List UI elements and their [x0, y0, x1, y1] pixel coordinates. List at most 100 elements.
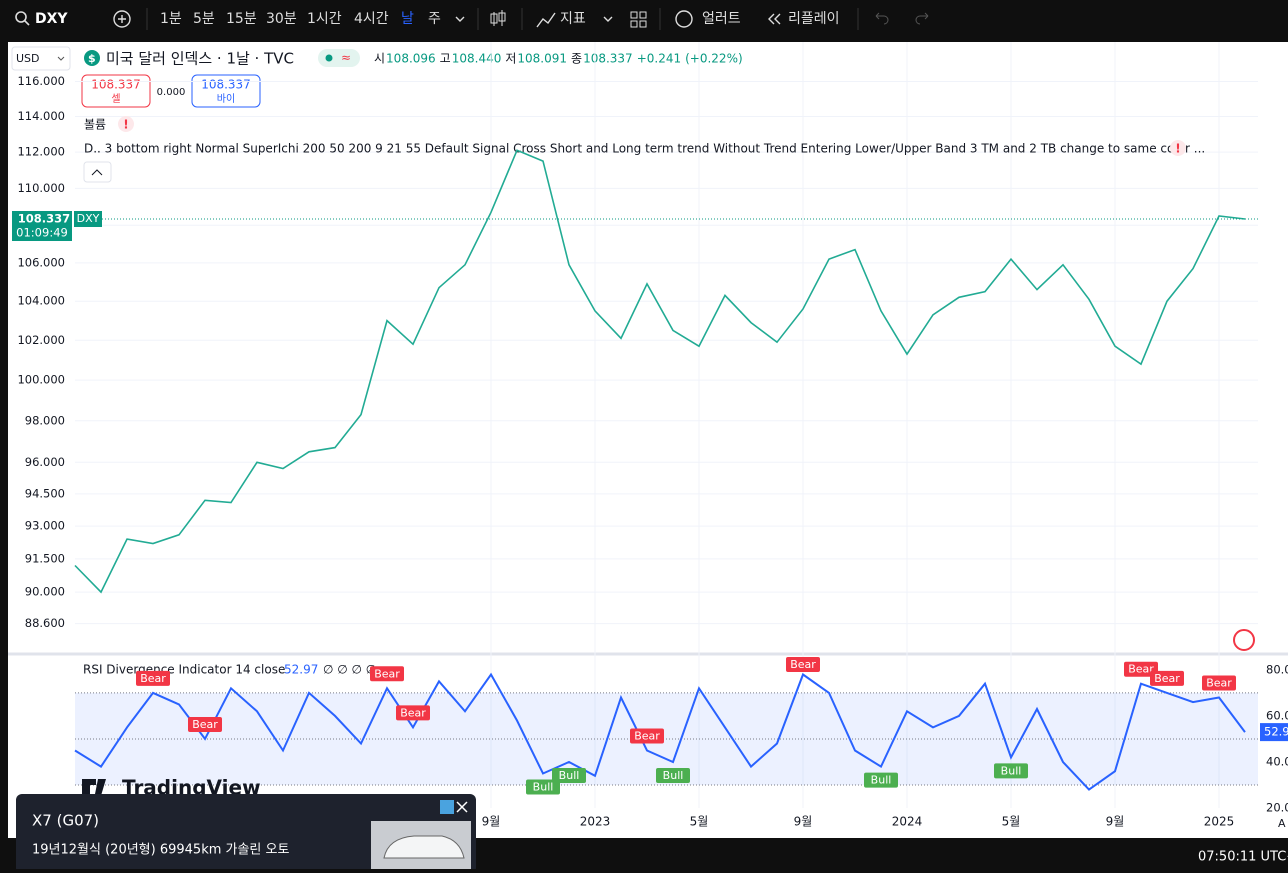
signal-text: Bear	[634, 729, 660, 742]
undo-redo[interactable]	[875, 12, 929, 25]
alert-button[interactable]: 얼러트	[702, 11, 741, 27]
ad-popup[interactable]	[16, 794, 476, 873]
ohlc-key: 종	[571, 52, 582, 66]
y-tick-label: 116.000	[17, 74, 65, 88]
y-tick-label: 80.00	[1266, 662, 1288, 676]
y-tick-label: 100.000	[17, 373, 65, 387]
ohlc-value: 108.440	[452, 52, 502, 66]
y-tick-label: 102.000	[17, 333, 65, 347]
ad-info[interactable]	[440, 800, 454, 814]
rsi-value: 52.97	[284, 663, 318, 677]
ad-title: X7 (G07)	[32, 812, 99, 830]
currency-select[interactable]	[11, 46, 71, 71]
signal-label	[136, 670, 170, 686]
interval-button[interactable]: 날	[401, 11, 414, 27]
rsi-flags: ∅ ∅ ∅ ∅	[323, 663, 376, 677]
y-tick-label: 40.00	[1266, 754, 1288, 768]
signal-label	[1150, 670, 1184, 686]
chart-type-icon[interactable]	[490, 10, 506, 26]
y-tick-label: 93.000	[25, 519, 65, 533]
error-icon[interactable]	[118, 116, 134, 132]
search-icon	[24, 20, 30, 26]
x-tick-label: 9월	[482, 815, 501, 829]
buy-label: 바이	[217, 93, 235, 105]
ohlc-value: 108.091	[517, 52, 567, 66]
rsi-value-badge	[1260, 723, 1288, 742]
interval-button[interactable]: 주	[428, 11, 441, 27]
sell-button[interactable]	[81, 74, 151, 108]
signal-text: Bull	[663, 769, 684, 782]
signal-label	[188, 716, 222, 732]
interval-button[interactable]: 15분	[226, 11, 257, 27]
price-tag	[12, 211, 72, 242]
add-symbol-icon	[118, 15, 126, 23]
signal-text: Bear	[400, 706, 426, 719]
ad-close[interactable]	[456, 801, 468, 813]
ohlc-key: 시	[374, 52, 385, 66]
x-tick-label: 2023	[580, 815, 611, 829]
search-icon[interactable]	[15, 11, 27, 23]
ohlc-key: 고	[440, 52, 451, 66]
indicator-label: D.. 3 bottom right Normal SuperIchi 200 …	[84, 142, 1205, 156]
spread: 0.000	[157, 87, 186, 98]
symbol[interactable]: DXY	[35, 11, 68, 27]
axis-mode[interactable]: A	[1278, 817, 1286, 830]
status-pill	[318, 49, 360, 67]
x-tick-label: 2025	[1204, 815, 1235, 829]
add-symbol[interactable]	[113, 10, 131, 28]
ohlc-value: 108.337	[583, 52, 633, 66]
buy-button[interactable]	[191, 74, 261, 108]
signal-text: Bear	[790, 658, 816, 671]
series-line	[74, 672, 1246, 791]
signal-text: Bear	[192, 718, 218, 731]
clock: 07:50:11 UTC+	[1198, 850, 1288, 865]
indicators-button[interactable]: 지표	[560, 11, 586, 27]
x-tick-label: 2024	[892, 815, 923, 829]
signal-text: Bull	[533, 780, 554, 793]
signal-label	[864, 772, 898, 788]
signal-label	[1202, 675, 1236, 691]
price-tag-countdown: 01:09:49	[16, 226, 68, 240]
symbol-name: 미국 달러 인덱스 · 1날 · TVC	[106, 50, 294, 68]
signal-label	[526, 779, 560, 795]
signal-label	[656, 767, 690, 783]
delay-icon: ≈	[341, 51, 351, 65]
ad-car	[383, 835, 465, 859]
error-icon[interactable]	[1170, 140, 1186, 156]
sell-price: 108.337	[91, 78, 141, 92]
signal-text: Bull	[1001, 764, 1022, 777]
ohlc-change: (+0.22%)	[685, 52, 743, 66]
replay-button[interactable]: 리플레이	[788, 11, 840, 27]
interval-button[interactable]: 5분	[193, 11, 215, 27]
collapse-button[interactable]	[83, 161, 112, 183]
ad-description: 19년12월식 (20년형) 69945km 가솔린 오토	[32, 843, 289, 858]
ohlc-change: +0.241	[637, 52, 681, 66]
signal-label	[552, 767, 586, 783]
rsi-value-badge-text: 52.97	[1264, 725, 1288, 739]
signal-label	[370, 666, 404, 682]
buy-price: 108.337	[201, 78, 251, 92]
interval-button[interactable]: 30분	[266, 11, 297, 27]
price-tag-symbol-text: DXY	[77, 212, 100, 225]
events-flag[interactable]	[1233, 629, 1255, 651]
interval-button[interactable]: 1시간	[307, 11, 342, 27]
volume-label: 볼륨	[84, 118, 106, 132]
price-tag-value: 108.337	[18, 212, 70, 226]
signal-label	[630, 728, 664, 744]
signal-label	[396, 705, 430, 721]
y-tick-label: 112.000	[17, 145, 65, 159]
ohlc-value: 108.096	[386, 52, 436, 66]
error-icon-glyph: !	[123, 118, 128, 132]
collapse-icon	[91, 169, 103, 176]
signal-text: Bull	[871, 774, 892, 787]
symbol-icon-glyph: $	[88, 52, 96, 65]
signal-text: Bear	[1154, 672, 1180, 685]
y-tick-label: 60.00	[1266, 708, 1288, 722]
signal-label	[994, 763, 1028, 779]
interval-button[interactable]: 4시간	[354, 11, 389, 27]
y-tick-label: 20.00	[1266, 801, 1288, 815]
chevron[interactable]	[455, 16, 613, 22]
interval-button[interactable]: 1분	[160, 11, 182, 27]
layout-icon[interactable]	[630, 11, 647, 28]
